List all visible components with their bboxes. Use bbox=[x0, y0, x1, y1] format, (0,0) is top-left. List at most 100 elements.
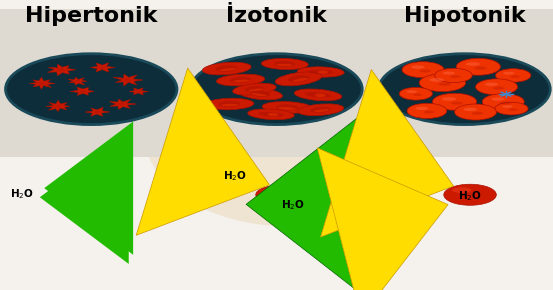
Ellipse shape bbox=[510, 75, 520, 78]
Ellipse shape bbox=[413, 94, 422, 96]
Ellipse shape bbox=[249, 90, 270, 97]
Ellipse shape bbox=[220, 68, 236, 71]
Ellipse shape bbox=[233, 80, 250, 82]
Circle shape bbox=[191, 54, 362, 125]
Ellipse shape bbox=[275, 72, 322, 86]
Polygon shape bbox=[97, 65, 108, 70]
Ellipse shape bbox=[248, 88, 263, 92]
Ellipse shape bbox=[474, 66, 487, 70]
Ellipse shape bbox=[442, 97, 456, 101]
Ellipse shape bbox=[502, 105, 513, 108]
Ellipse shape bbox=[499, 102, 511, 105]
Polygon shape bbox=[73, 79, 82, 83]
Bar bbox=[0, 9, 553, 157]
Ellipse shape bbox=[248, 109, 294, 120]
Polygon shape bbox=[134, 90, 143, 93]
Text: H$_2$O: H$_2$O bbox=[458, 189, 482, 203]
Polygon shape bbox=[29, 77, 55, 89]
Ellipse shape bbox=[318, 70, 328, 74]
Ellipse shape bbox=[298, 104, 344, 116]
Ellipse shape bbox=[429, 78, 444, 82]
Ellipse shape bbox=[482, 94, 524, 110]
Polygon shape bbox=[70, 87, 94, 95]
Ellipse shape bbox=[218, 101, 241, 107]
Ellipse shape bbox=[262, 102, 313, 113]
Polygon shape bbox=[116, 102, 128, 106]
Ellipse shape bbox=[411, 65, 425, 69]
Ellipse shape bbox=[229, 77, 252, 83]
Polygon shape bbox=[92, 110, 103, 114]
Text: Hipertonik: Hipertonik bbox=[25, 6, 158, 26]
Text: Hipotonik: Hipotonik bbox=[404, 6, 525, 26]
Ellipse shape bbox=[315, 93, 326, 97]
Ellipse shape bbox=[442, 72, 455, 75]
Ellipse shape bbox=[216, 65, 238, 72]
Text: H$_2$O: H$_2$O bbox=[223, 169, 247, 183]
Text: H$_2$O: H$_2$O bbox=[10, 187, 34, 200]
Ellipse shape bbox=[472, 112, 483, 115]
Ellipse shape bbox=[237, 88, 283, 100]
Ellipse shape bbox=[202, 62, 251, 75]
Ellipse shape bbox=[293, 78, 309, 82]
Ellipse shape bbox=[455, 104, 497, 120]
Ellipse shape bbox=[402, 62, 444, 78]
Ellipse shape bbox=[495, 69, 531, 82]
Polygon shape bbox=[85, 107, 110, 116]
Ellipse shape bbox=[509, 108, 518, 111]
Polygon shape bbox=[113, 74, 143, 86]
Polygon shape bbox=[68, 190, 86, 197]
Ellipse shape bbox=[263, 188, 281, 193]
Ellipse shape bbox=[415, 107, 429, 110]
Ellipse shape bbox=[310, 107, 331, 113]
Ellipse shape bbox=[491, 97, 505, 101]
Ellipse shape bbox=[294, 89, 342, 101]
Polygon shape bbox=[129, 88, 149, 95]
Circle shape bbox=[6, 54, 177, 125]
Polygon shape bbox=[121, 77, 134, 83]
Text: İzotonik: İzotonik bbox=[226, 6, 327, 26]
Ellipse shape bbox=[495, 102, 528, 115]
Ellipse shape bbox=[451, 102, 463, 105]
Ellipse shape bbox=[274, 61, 295, 67]
Ellipse shape bbox=[276, 104, 299, 110]
Polygon shape bbox=[77, 90, 88, 93]
Ellipse shape bbox=[493, 87, 504, 90]
Ellipse shape bbox=[144, 39, 431, 226]
Ellipse shape bbox=[308, 70, 333, 74]
Ellipse shape bbox=[216, 74, 265, 86]
Ellipse shape bbox=[456, 58, 500, 75]
Ellipse shape bbox=[258, 112, 284, 117]
Ellipse shape bbox=[444, 184, 497, 205]
Ellipse shape bbox=[276, 64, 293, 66]
Ellipse shape bbox=[244, 86, 264, 92]
Ellipse shape bbox=[439, 83, 451, 86]
Ellipse shape bbox=[503, 72, 514, 75]
Ellipse shape bbox=[262, 59, 308, 70]
Ellipse shape bbox=[452, 187, 471, 193]
Ellipse shape bbox=[406, 90, 417, 93]
Ellipse shape bbox=[255, 185, 303, 204]
Polygon shape bbox=[36, 81, 48, 86]
Polygon shape bbox=[56, 185, 97, 202]
Ellipse shape bbox=[476, 79, 518, 95]
Ellipse shape bbox=[466, 62, 480, 66]
Ellipse shape bbox=[424, 111, 435, 114]
Ellipse shape bbox=[221, 104, 238, 106]
Circle shape bbox=[379, 54, 550, 125]
Ellipse shape bbox=[407, 103, 447, 119]
Text: H$_2$O: H$_2$O bbox=[281, 198, 305, 212]
Ellipse shape bbox=[463, 108, 477, 111]
Ellipse shape bbox=[288, 75, 309, 82]
Ellipse shape bbox=[268, 113, 278, 116]
Ellipse shape bbox=[233, 83, 276, 95]
Ellipse shape bbox=[278, 107, 296, 110]
Polygon shape bbox=[55, 67, 67, 72]
Polygon shape bbox=[109, 99, 137, 109]
Ellipse shape bbox=[205, 98, 254, 110]
Ellipse shape bbox=[432, 93, 477, 110]
Ellipse shape bbox=[419, 70, 431, 72]
Ellipse shape bbox=[251, 93, 266, 96]
Polygon shape bbox=[48, 64, 76, 76]
Ellipse shape bbox=[450, 75, 461, 78]
Ellipse shape bbox=[484, 83, 498, 86]
